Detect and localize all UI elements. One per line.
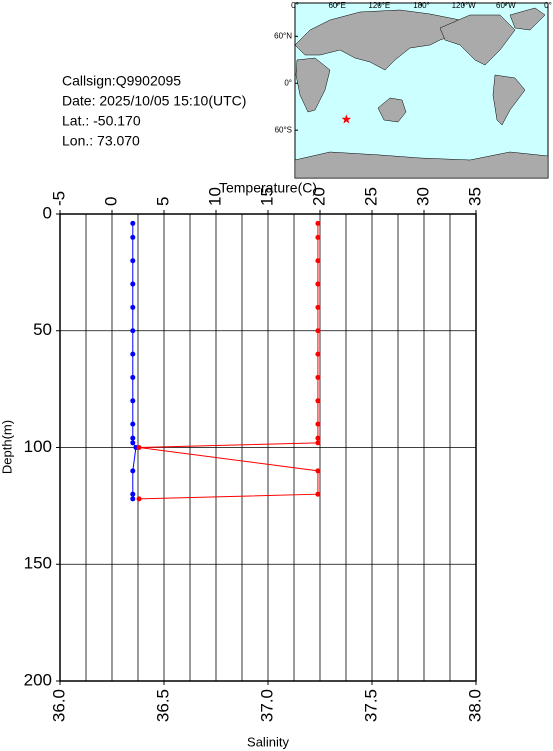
x2-tick-label: 36.5 [153,689,172,722]
x2-tick-label: 36.0 [49,689,68,722]
profile-point [130,496,136,502]
x2-tick-label: 37.5 [361,689,380,722]
profile-point [136,496,142,502]
profile-point [315,440,321,446]
map-x-tick-label: 120°W [452,1,477,10]
profile-point [130,328,136,334]
profile-point [315,258,321,264]
profile-point [315,281,321,287]
map-x-tick-label: 120°E [368,1,390,10]
y-tick-label: 150 [24,554,52,573]
profile-point [130,220,136,226]
profile-point [130,468,136,474]
map-x-tick-label: 60°W [496,1,516,10]
profile-point [130,351,136,357]
profile-point [130,421,136,427]
x2-tick-label: 37.0 [257,689,276,722]
info: Callsign:Q9902095 Date: 2025/10/05 15:10… [62,73,246,149]
map-y-tick-label: 60°N [274,31,292,40]
y-tick-label: 50 [33,320,52,339]
profile-point [130,374,136,380]
x2-tick-label: 38.0 [465,689,484,722]
station-marker [341,114,352,124]
profile-line [138,223,319,500]
x-axis-title: Temperature(C) [219,180,317,196]
profile-point [315,374,321,380]
profile-point [130,304,136,310]
callsign: Callsign:Q9902095 [62,73,181,89]
map-x-tick-label: 0° [544,1,552,10]
profile-point [130,398,136,404]
profile-point [315,328,321,334]
profile-point [315,220,321,226]
x-tick-label: 15 [257,187,276,206]
profile-point [136,445,142,450]
profile-point [130,281,136,287]
profile-point [130,234,136,240]
x-tick-label: 20 [309,187,328,206]
profile-line [132,223,137,499]
profile-point [315,351,321,357]
x-tick-label: 10 [205,187,224,206]
y-tick-label: 100 [24,437,52,456]
longitude: Lon.: 73.070 [62,133,140,149]
y-axis-title: Depth(m) [0,420,14,474]
profile-point [315,468,321,474]
map-y-tick-label: 60°S [275,125,292,134]
map-land [294,7,549,179]
map-x-tick-label: 180° [413,1,430,10]
x-tick-label: 0 [101,197,120,206]
y-tick-label: 200 [24,670,52,689]
profile-point [130,435,136,441]
profile-point [315,421,321,427]
map: 0° 60°E 120°E 180° 120°W 60°W 0° 60°N 0° 60°S [274,1,552,179]
profile-point [315,435,321,441]
x2-axis-title: Salinity [247,734,289,749]
x-tick-label: 35 [465,187,484,206]
map-y-tick-label: 0° [284,78,292,87]
x-tick-label: 25 [361,187,380,206]
profile-point [315,304,321,310]
latitude: Lat.: -50.170 [62,113,141,129]
x-tick-label: 30 [413,187,432,206]
profile-point [130,491,136,497]
profile-point [315,234,321,240]
profile-point [130,258,136,264]
date: Date: 2025/10/05 15:10(UTC) [62,93,246,109]
map-x-tick-label: 0° [291,1,299,10]
profile-point [315,491,321,497]
profile-point [315,398,321,404]
x-tick-label: -5 [49,191,68,206]
map-x-tick-label: 60°E [328,1,345,10]
profile-point [130,440,136,446]
x-tick-label: 5 [153,197,172,206]
y-tick-label: 0 [43,203,52,222]
